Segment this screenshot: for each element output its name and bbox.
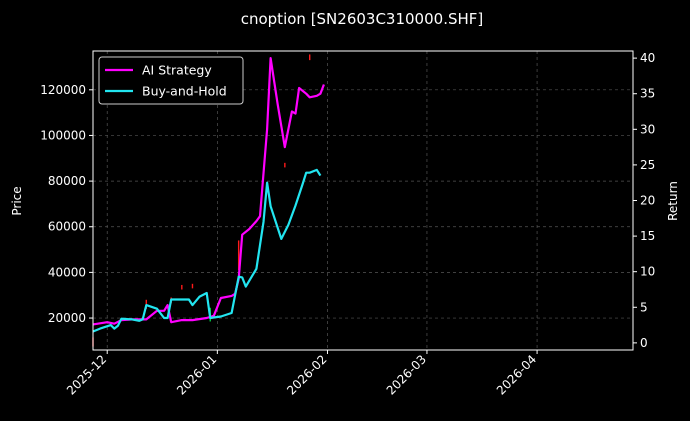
y2-tick-label: 40 — [640, 51, 655, 65]
y-tick-label: 60000 — [48, 220, 86, 234]
y-tick-label: 100000 — [40, 128, 86, 142]
y2-tick-label: 0 — [640, 336, 648, 350]
y-tick-label: 120000 — [40, 83, 86, 97]
y2-tick-label: 35 — [640, 87, 655, 101]
y2-tick-label: 20 — [640, 194, 655, 208]
series-line-buy-and-hold — [92, 168, 322, 333]
chart-title: cnoption [SN2603C310000.SHF] — [241, 10, 484, 28]
y-tick-label: 80000 — [48, 174, 86, 188]
legend-label-ai-strategy: AI Strategy — [142, 63, 212, 78]
y-axis-label: Price — [10, 186, 24, 215]
legend-label-buy-and-hold: Buy-and-Hold — [142, 84, 227, 99]
y2-tick-label: 25 — [640, 158, 655, 172]
y-tick-label: 20000 — [48, 311, 86, 325]
y2-tick-label: 15 — [640, 229, 655, 243]
legend: AI Strategy Buy-and-Hold — [98, 56, 244, 105]
y2-axis-label: Return — [666, 181, 680, 221]
y2-tick-label: 10 — [640, 265, 655, 279]
series-lines — [92, 57, 325, 333]
y2-tick-label: 30 — [640, 122, 655, 136]
y-axis-left: 20000 40000 60000 80000 100000 120000 — [40, 83, 93, 325]
y2-tick-label: 5 — [640, 300, 648, 314]
legend-box — [98, 56, 244, 105]
y-tick-label: 40000 — [48, 265, 86, 279]
y-axis-right: 0 5 10 15 20 25 30 35 40 — [633, 51, 655, 350]
